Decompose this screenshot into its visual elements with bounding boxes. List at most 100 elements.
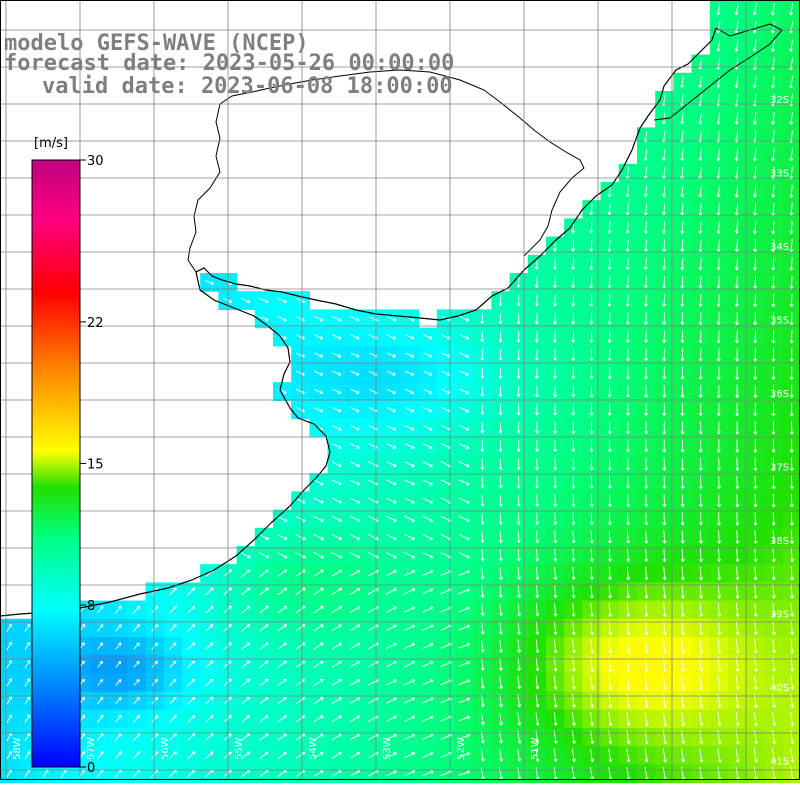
wind-arrow [589, 548, 594, 562]
wind-arrow [680, 602, 685, 617]
wind-arrow [735, 711, 740, 727]
wind-arrow [458, 733, 471, 740]
wind-arrow [789, 312, 794, 326]
wind-arrow [753, 620, 758, 636]
wind-arrow [223, 715, 232, 723]
wind-arrow [680, 185, 685, 198]
wind-arrow [643, 239, 648, 252]
wind-arrow [553, 421, 558, 434]
wind-arrow [680, 512, 685, 526]
wind-arrow [498, 294, 503, 307]
wind-arrow [698, 475, 703, 489]
wind-arrow [553, 258, 557, 270]
wind-arrow [717, 457, 721, 471]
wind-arrow [332, 370, 342, 376]
wind-arrow [771, 439, 776, 453]
wind-arrow [772, 620, 776, 636]
wind-arrow [385, 642, 397, 650]
wind-arrow [516, 294, 521, 307]
wind-arrow [644, 367, 648, 380]
wind-arrow [680, 566, 685, 581]
wind-arrow [644, 638, 649, 654]
wind-arrow [277, 733, 287, 741]
wind-arrow [589, 221, 594, 234]
wind-arrow [789, 221, 794, 235]
wind-arrow [589, 239, 594, 252]
wind-arrow [771, 75, 775, 89]
wind-arrow [771, 293, 776, 307]
wind-arrow [350, 425, 360, 431]
wind-arrow [553, 276, 557, 289]
wind-arrow [643, 257, 648, 271]
wind-arrow [680, 112, 685, 125]
wind-arrow [480, 549, 485, 562]
wind-arrow [459, 406, 470, 413]
wind-arrow [498, 549, 503, 562]
wind-arrow [422, 497, 434, 504]
wind-arrow [385, 661, 397, 668]
wind-arrow [571, 330, 576, 343]
wind-arrow [662, 257, 666, 271]
wind-arrow [187, 624, 196, 632]
lat-label: 41S [770, 757, 789, 768]
wind-arrow [223, 751, 232, 760]
wind-arrow [499, 639, 503, 653]
wind-arrow [644, 494, 649, 507]
wind-arrow [259, 660, 269, 668]
wind-arrow [169, 642, 177, 650]
wind-arrow [735, 493, 740, 508]
wind-arrow [607, 439, 612, 453]
wind-arrow [332, 316, 342, 322]
wind-arrow [97, 642, 104, 650]
wind-arrow [607, 330, 612, 343]
wind-arrow [404, 733, 416, 741]
wind-arrow [790, 548, 794, 563]
wind-arrow [480, 440, 485, 452]
wind-arrow [223, 297, 233, 304]
wind-arrow [535, 385, 539, 398]
wind-arrow [644, 620, 649, 636]
wind-arrow [24, 714, 31, 724]
wind-arrow [752, 112, 757, 125]
wind-arrow [643, 148, 648, 161]
wind-arrow [608, 638, 613, 654]
wind-arrow [535, 458, 539, 471]
wind-arrow [553, 603, 558, 617]
wind-arrow [480, 712, 485, 726]
wind-arrow [607, 512, 612, 526]
wind-arrow [789, 275, 794, 289]
wind-arrow [223, 605, 232, 614]
lat-label: 37S [770, 463, 789, 474]
wind-arrow [133, 605, 141, 614]
wind-arrow [458, 497, 470, 504]
wind-arrow [516, 276, 521, 288]
wind-arrow [349, 479, 361, 486]
wind-arrow [277, 660, 287, 668]
wind-arrow [717, 475, 721, 489]
wind-arrow [698, 457, 703, 471]
wind-arrow [699, 566, 703, 581]
wind-arrow [607, 294, 612, 307]
wind-arrow [735, 348, 739, 362]
wind-arrow [241, 733, 251, 741]
lat-label: 34S [770, 242, 789, 253]
wind-arrow [115, 696, 122, 705]
wind-arrow [662, 476, 667, 489]
wind-arrow [535, 548, 540, 562]
wind-arrow [662, 620, 667, 636]
lon-label: 52W [456, 737, 467, 760]
latitude-labels: 32S 33S 34S 35S 36S 37S 38S 39S 40S 41S [770, 95, 789, 768]
wind-arrow [535, 440, 539, 452]
wind-arrow [405, 407, 415, 413]
wind-arrow [97, 678, 104, 686]
wind-arrow [553, 712, 558, 726]
wind-arrow [331, 697, 342, 704]
wind-arrow [241, 642, 251, 650]
wind-arrow [169, 587, 177, 596]
wind-arrow [385, 552, 397, 559]
lat-label: 39S [770, 610, 789, 621]
wind-arrow [680, 457, 685, 471]
longitude-labels: 58W 57W 56W 55W 54W 53W 52W 51W [12, 737, 541, 760]
wind-arrow [644, 675, 649, 690]
wind-arrow [734, 184, 739, 198]
